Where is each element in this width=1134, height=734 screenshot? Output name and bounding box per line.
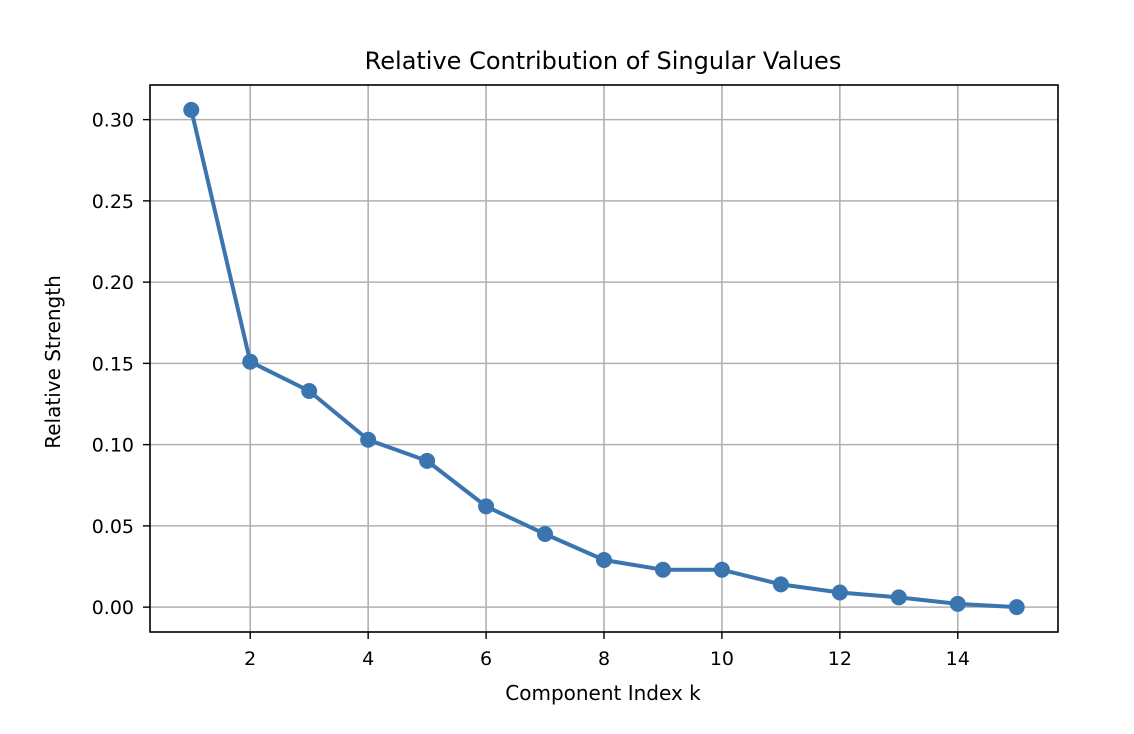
x-tick-label: 8 (598, 648, 610, 670)
y-tick-label: 0.10 (92, 435, 134, 457)
data-point (1008, 599, 1025, 616)
data-point (654, 561, 671, 578)
x-tick-label: 6 (480, 648, 492, 670)
data-point (831, 584, 848, 601)
x-tick-label: 4 (362, 648, 374, 670)
x-tick-label: 14 (946, 648, 970, 670)
x-axis-ticks: 2 4 6 8 10 12 14 (244, 632, 970, 670)
data-point (419, 452, 436, 469)
data-point (713, 561, 730, 578)
y-tick-label: 0.15 (92, 353, 134, 375)
x-axis-title: Component Index k (505, 681, 701, 705)
data-point (949, 595, 966, 612)
y-axis-ticks: 0.00 0.05 0.10 0.15 0.20 0.25 0.30 (92, 110, 150, 619)
data-point-layer (183, 101, 1025, 616)
data-point (301, 383, 318, 400)
y-tick-label: 0.00 (92, 597, 134, 619)
grid (150, 85, 1058, 632)
y-tick-label: 0.05 (92, 516, 134, 538)
data-point (183, 101, 200, 118)
data-point (360, 431, 377, 448)
data-point (242, 353, 259, 370)
y-tick-label: 0.30 (92, 110, 134, 132)
chart-title: Relative Contribution of Singular Values (365, 47, 842, 75)
data-point (890, 589, 907, 606)
data-point (478, 498, 495, 515)
data-point (537, 526, 554, 543)
data-point (772, 576, 789, 593)
x-tick-label: 12 (828, 648, 852, 670)
x-tick-label: 10 (710, 648, 734, 670)
data-point (596, 552, 612, 569)
y-axis-title: Relative Strength (41, 275, 65, 449)
x-tick-label: 2 (244, 648, 256, 670)
y-tick-label: 0.20 (92, 272, 134, 294)
y-tick-label: 0.25 (92, 191, 134, 213)
